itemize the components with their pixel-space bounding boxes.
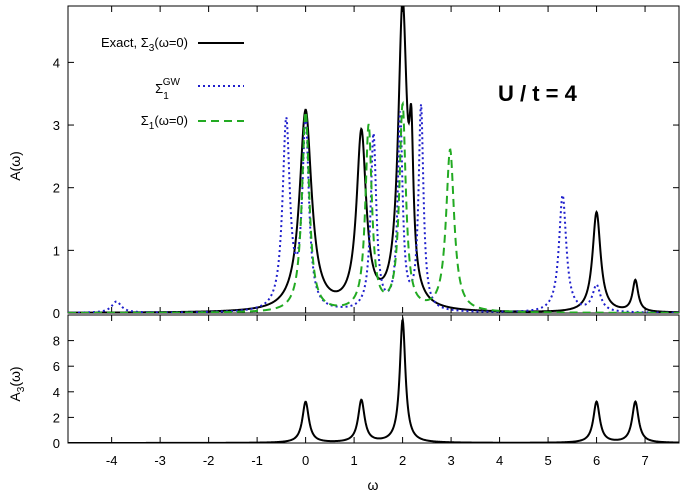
top-y-tick-label: 0 xyxy=(53,306,60,321)
legend-label-exact: Exact, Σ3(ω=0) xyxy=(101,35,188,54)
legend: Exact, Σ3(ω=0) Σ1GW Σ1(ω=0) xyxy=(101,35,244,132)
top-panel: 0 1 2 3 4 xyxy=(53,5,680,321)
top-series-1 xyxy=(68,104,679,313)
bottom-y-tick-label: 2 xyxy=(53,410,60,425)
legend-label-gw: Σ1GW xyxy=(155,77,180,102)
bottom-x-tick-label: -4 xyxy=(106,453,118,468)
bottom-y-tick-label: 6 xyxy=(53,359,60,374)
bottom-x-tick-label: -1 xyxy=(251,453,263,468)
bottom-x-tick-label: 5 xyxy=(544,453,551,468)
top-y-tick-label: 2 xyxy=(53,181,60,196)
top-y-tick-label: 4 xyxy=(53,55,60,70)
top-series-2 xyxy=(68,100,679,313)
bottom-y-label-tail: (ω) xyxy=(7,366,23,386)
bottom-series-0 xyxy=(68,317,679,443)
top-y-tick-label: 3 xyxy=(53,118,60,133)
bottom-x-tick-label: 3 xyxy=(447,453,454,468)
bottom-y-tick-label: 8 xyxy=(53,334,60,349)
bottom-x-tick-label: -3 xyxy=(154,453,166,468)
annotation-u-over-t: U / t = 4 xyxy=(498,81,578,106)
top-y-tick-label: 1 xyxy=(53,243,60,258)
bottom-y-tick-label: 4 xyxy=(53,385,60,400)
legend-label-sigma1: Σ1(ω=0) xyxy=(141,113,188,132)
bottom-x-tick-label: 1 xyxy=(350,453,357,468)
bottom-x-tick-label: 6 xyxy=(593,453,600,468)
bottom-y-label-base: A xyxy=(7,392,23,402)
bottom-plot-frame xyxy=(67,314,680,444)
bottom-x-tick-label: -2 xyxy=(203,453,215,468)
bottom-x-tick-label: 2 xyxy=(399,453,406,468)
bottom-panel: 0 2 4 6 8 -4 -3 -2 -1 0 1 2 3 4 5 6 7 xyxy=(53,314,680,468)
bottom-y-label-sub: 3 xyxy=(16,386,27,392)
bottom-y-axis-label: A3(ω) xyxy=(7,366,27,401)
top-plot-frame xyxy=(67,5,680,314)
bottom-x-tick-label: 4 xyxy=(496,453,503,468)
top-series-0 xyxy=(68,6,679,313)
top-y-axis-label: A(ω) xyxy=(7,151,23,181)
x-axis-label: ω xyxy=(368,477,379,493)
bottom-x-tick-label: 0 xyxy=(302,453,309,468)
bottom-y-tick-label: 0 xyxy=(53,436,60,451)
bottom-x-tick-label: 7 xyxy=(641,453,648,468)
